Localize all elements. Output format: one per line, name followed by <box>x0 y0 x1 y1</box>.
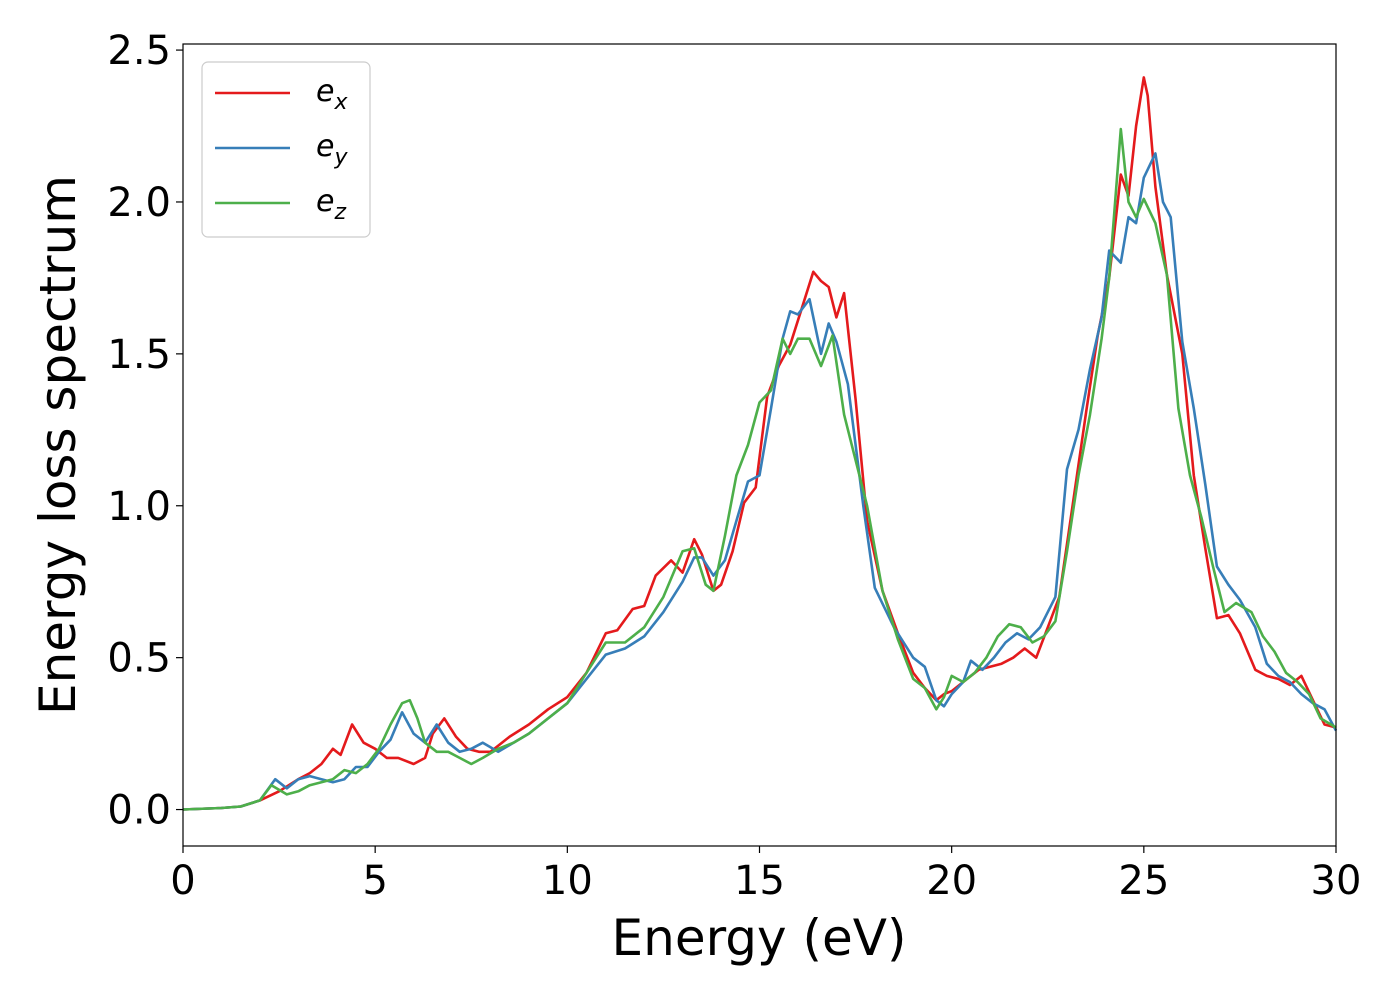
series-line-ey <box>182 152 1338 811</box>
series-line-ex <box>182 76 1337 811</box>
y-tick-label: 0.5 <box>107 636 171 682</box>
y-tick-label: 2.0 <box>107 180 171 226</box>
x-tick-label: 25 <box>1118 858 1169 904</box>
y-axis-ticks: 0.0 0.5 1.0 1.5 2.0 2.5 <box>107 28 183 834</box>
x-tick-label: 10 <box>542 858 593 904</box>
series-line-ez <box>182 127 1337 811</box>
x-axis-title: Energy (eV) <box>612 909 907 967</box>
x-tick-label: 20 <box>926 858 977 904</box>
y-tick-label: 0.0 <box>107 788 171 834</box>
y-tick-label: 2.5 <box>107 28 171 74</box>
y-tick-label: 1.5 <box>107 332 171 378</box>
x-tick-label: 5 <box>362 858 387 904</box>
x-tick-label: 15 <box>734 858 785 904</box>
x-tick-label: 0 <box>170 858 195 904</box>
x-axis-ticks: 0 5 10 15 20 25 30 <box>170 846 1361 904</box>
y-axis-title: Energy loss spectrum <box>29 175 87 715</box>
y-tick-label: 1.0 <box>107 484 171 530</box>
series-lines <box>182 76 1338 811</box>
x-tick-label: 30 <box>1311 858 1362 904</box>
legend-box <box>201 61 371 238</box>
